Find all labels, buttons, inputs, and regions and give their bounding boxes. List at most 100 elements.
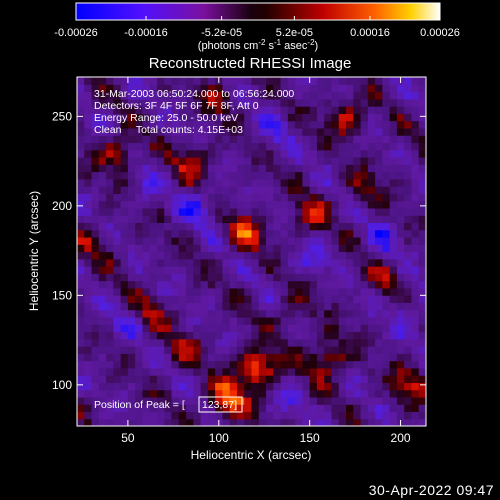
heatmap-cell <box>360 324 369 333</box>
heatmap-cell <box>404 222 413 231</box>
heatmap-cell <box>113 156 122 165</box>
heatmap-cell <box>171 316 180 325</box>
heatmap-cell <box>251 418 260 426</box>
heatmap-cell <box>120 375 129 383</box>
heatmap-cell <box>287 295 296 303</box>
heatmap-cell <box>360 346 369 354</box>
heatmap-cell <box>295 229 303 238</box>
heatmap-cell <box>135 193 144 202</box>
heatmap-cell <box>309 360 318 369</box>
heatmap-cell <box>244 375 253 383</box>
heatmap-cell <box>280 186 289 194</box>
heatmap-cell <box>266 411 274 420</box>
heatmap-cell <box>302 302 311 311</box>
heatmap-cell <box>135 382 144 391</box>
heatmap-cell <box>77 127 85 136</box>
heatmap-cell <box>251 135 260 144</box>
heatmap-cell <box>273 215 282 224</box>
heatmap-cell <box>287 244 296 253</box>
heatmap-cell <box>120 251 129 260</box>
heatmap-cell <box>84 222 93 231</box>
heatmap-cell <box>375 156 383 165</box>
heatmap-cell <box>113 106 122 114</box>
heatmap-cell <box>244 164 253 173</box>
heatmap-cell <box>222 324 231 333</box>
heatmap-cell <box>411 258 420 267</box>
heatmap-cell <box>258 142 267 151</box>
heatmap-cell <box>375 316 383 325</box>
heatmap-cell <box>338 295 347 303</box>
heatmap-cell <box>207 142 216 151</box>
heatmap-cell <box>258 375 267 383</box>
heatmap-cell <box>346 353 354 362</box>
heatmap-cell <box>367 113 376 122</box>
heatmap-cell <box>120 171 129 180</box>
heatmap-cell <box>127 84 136 93</box>
heatmap-cell <box>171 346 180 354</box>
heatmap-cell <box>178 186 187 194</box>
heatmap-cell <box>229 77 238 85</box>
heatmap-cell <box>171 418 180 426</box>
heatmap-cell <box>353 316 362 325</box>
heatmap-cell <box>280 178 289 187</box>
heatmap-cell <box>280 200 289 209</box>
heatmap-cell <box>309 287 318 296</box>
heatmap-cell <box>316 207 325 216</box>
heatmap-cell <box>98 382 107 391</box>
heatmap-cell <box>389 266 398 274</box>
heatmap-cell <box>404 207 413 216</box>
heatmap-cell <box>273 331 282 340</box>
heatmap-cell <box>360 396 369 405</box>
heatmap-cell <box>418 200 426 209</box>
heatmap-cell <box>156 236 165 245</box>
heatmap-cell <box>236 295 245 303</box>
heatmap-cell <box>186 360 194 369</box>
heatmap-cell <box>375 280 383 289</box>
heatmap-cell <box>84 367 93 376</box>
heatmap-cell <box>215 171 224 180</box>
heatmap-cell <box>367 295 376 303</box>
heatmap-cell <box>309 324 318 333</box>
heatmap-cell <box>156 331 165 340</box>
heatmap-cell <box>127 389 136 398</box>
heatmap-cell <box>338 164 347 173</box>
heatmap-cell <box>251 98 260 107</box>
heatmap-cell <box>389 178 398 187</box>
heatmap-cell <box>84 273 93 282</box>
heatmap-cell <box>120 135 129 144</box>
heatmap-cell <box>244 360 253 369</box>
heatmap-cell <box>280 164 289 173</box>
heatmap-cell <box>178 411 187 420</box>
heatmap-cell <box>418 113 426 122</box>
heatmap-cell <box>120 389 129 398</box>
heatmap-cell <box>287 258 296 267</box>
heatmap-cell <box>396 178 405 187</box>
heatmap-cell <box>84 389 93 398</box>
heatmap-cell <box>178 106 187 114</box>
heatmap-cell <box>302 229 311 238</box>
heatmap-cell <box>280 127 289 136</box>
heatmap-cell <box>113 120 122 129</box>
heatmap-cell <box>316 178 325 187</box>
heatmap-cell <box>127 411 136 420</box>
heatmap-cell <box>273 193 282 202</box>
heatmap-cell <box>244 367 253 376</box>
heatmap-cell <box>266 186 274 194</box>
heatmap-cell <box>396 91 405 100</box>
heatmap-cell <box>142 411 151 420</box>
heatmap-cell <box>411 142 420 151</box>
heatmap-cell <box>207 186 216 194</box>
heatmap-cell <box>353 193 362 202</box>
heatmap-cell <box>375 200 383 209</box>
heatmap-cell <box>164 106 173 114</box>
heatmap-cell <box>360 127 369 136</box>
heatmap-cell <box>178 302 187 311</box>
heatmap-cell <box>367 338 376 347</box>
heatmap-cell <box>251 215 260 224</box>
heatmap-cell <box>324 244 333 253</box>
heatmap-cell <box>389 200 398 209</box>
heatmap-cell <box>367 77 376 85</box>
heatmap-cell <box>338 113 347 122</box>
heatmap-cell <box>135 375 144 383</box>
heatmap-cell <box>338 222 347 231</box>
